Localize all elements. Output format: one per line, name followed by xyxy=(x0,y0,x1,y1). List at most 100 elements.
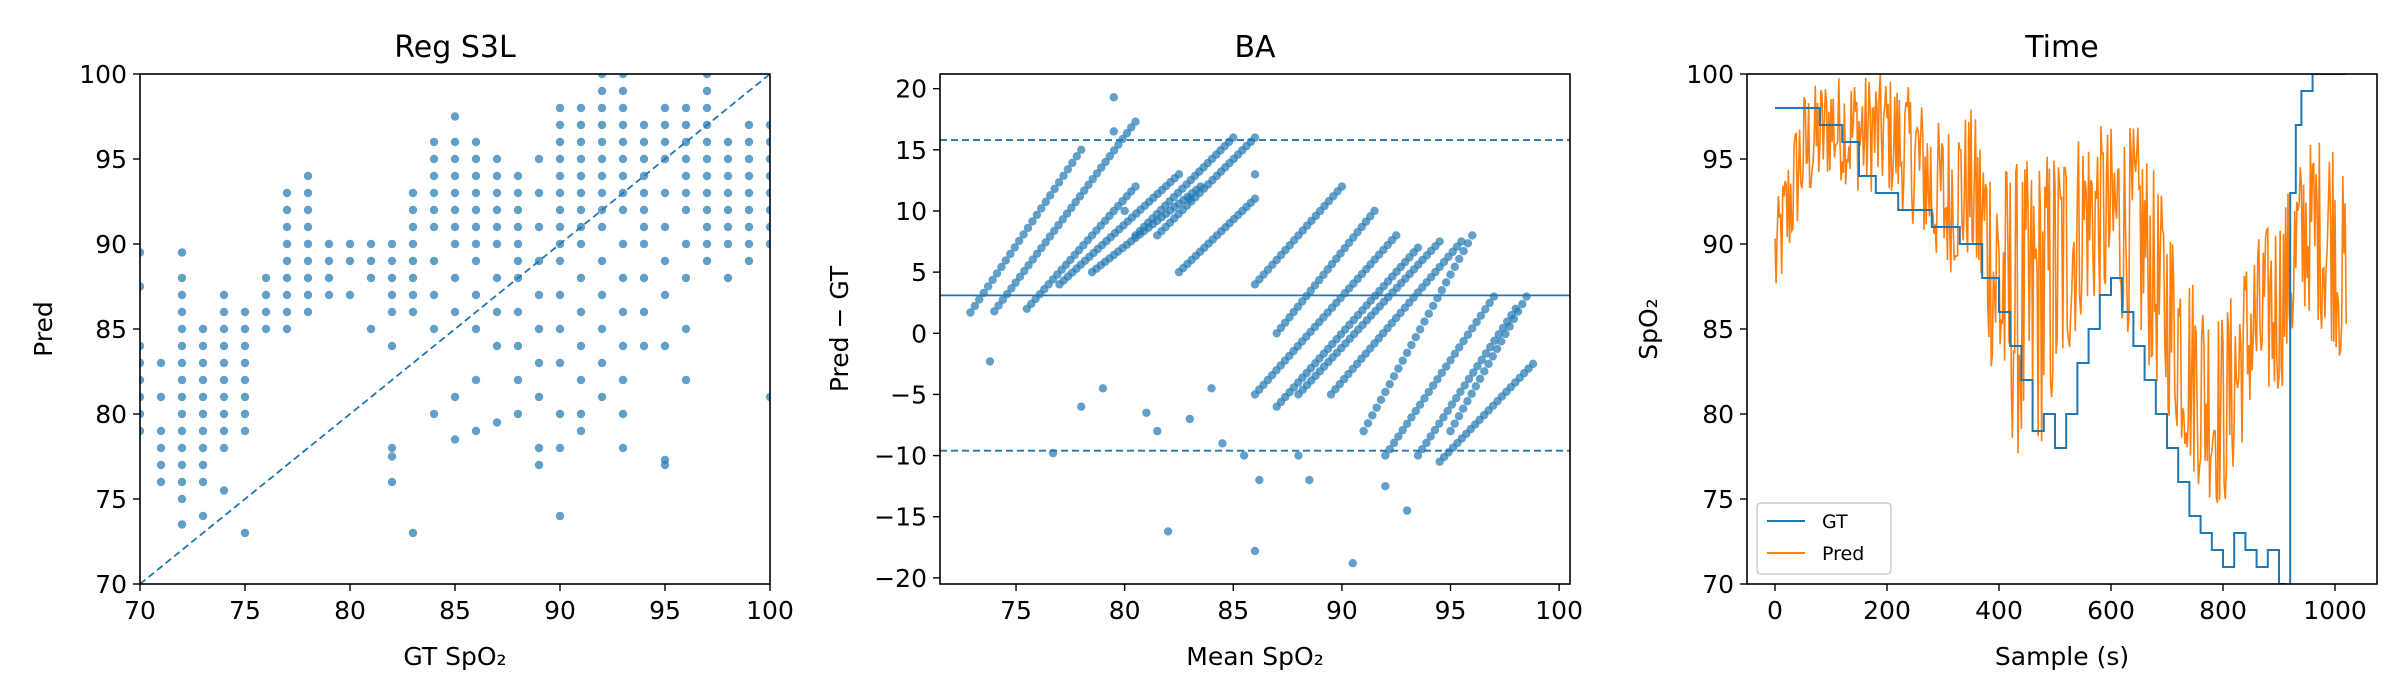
x-tick-label: 70 xyxy=(124,596,156,625)
x-tick-label: 100 xyxy=(1535,596,1583,625)
scatter-point xyxy=(513,171,523,181)
scatter-point xyxy=(450,239,460,249)
ba-point xyxy=(988,275,997,285)
scatter-point xyxy=(723,171,733,181)
ba-point xyxy=(1250,546,1260,556)
scatter-point xyxy=(639,307,649,317)
scatter-point xyxy=(471,188,481,198)
ba-point xyxy=(1045,232,1055,241)
scatter-point xyxy=(702,74,712,79)
scatter-point xyxy=(450,171,460,181)
scatter-point xyxy=(534,324,544,334)
scatter-point xyxy=(282,324,292,334)
scatter-point xyxy=(555,256,565,266)
scatter-point xyxy=(597,103,607,113)
y-tick-label: 70 xyxy=(1702,570,1734,599)
scatter-point xyxy=(723,154,733,164)
y-tick-label: 75 xyxy=(95,485,127,514)
scatter-point xyxy=(303,239,313,249)
ba-point xyxy=(970,301,980,311)
scatter-point xyxy=(198,477,208,487)
scatter-point xyxy=(513,222,523,232)
scatter-point xyxy=(723,273,733,283)
scatter-point xyxy=(156,477,166,487)
ba-point xyxy=(1485,342,1495,352)
ba-point xyxy=(1041,197,1050,207)
legend-label-gt: GT xyxy=(1822,511,1848,533)
scatter-point xyxy=(303,307,313,317)
ba-point xyxy=(1054,178,1064,187)
ba-point xyxy=(1032,249,1042,259)
ba-point xyxy=(1402,419,1412,428)
ba-point xyxy=(1305,475,1314,485)
scatter-point xyxy=(660,137,670,147)
ba-point xyxy=(1370,206,1379,216)
ba-point xyxy=(1381,387,1390,397)
ba-point xyxy=(1381,451,1390,460)
ba-point xyxy=(1446,426,1455,436)
chart-title-scatter: Reg S3L xyxy=(394,30,516,65)
scatter-point xyxy=(408,273,418,283)
axes-frame-ba xyxy=(939,73,1571,585)
ba-point xyxy=(1037,204,1046,213)
scatter-point xyxy=(282,222,292,232)
scatter-point xyxy=(492,154,502,164)
y-tick-label: −10 xyxy=(874,442,927,471)
scatter-point xyxy=(156,460,166,470)
ba-point xyxy=(1045,191,1055,200)
ba-point xyxy=(1011,278,1020,287)
ba-point xyxy=(1501,329,1510,339)
scatter-point xyxy=(156,392,166,402)
scatter-point xyxy=(618,239,628,249)
scatter-point xyxy=(660,103,670,113)
scatter-point xyxy=(555,188,565,198)
ba-point xyxy=(1337,182,1347,191)
ba-point xyxy=(1255,475,1264,485)
ba-point xyxy=(1488,352,1497,361)
ba-point xyxy=(1385,379,1394,389)
ba-point xyxy=(975,295,984,304)
ba-point xyxy=(1428,301,1438,311)
scatter-point xyxy=(240,324,250,334)
scatter-point xyxy=(597,290,607,300)
ba-point xyxy=(1368,411,1377,420)
scatter-point xyxy=(240,392,250,402)
scatter-point xyxy=(681,375,691,385)
scatter-point xyxy=(177,341,187,351)
ba-point xyxy=(1450,419,1459,428)
scatter-point xyxy=(471,375,481,385)
scatter-point xyxy=(618,74,628,79)
y-axis-label-ba: Pred − GT xyxy=(825,265,854,392)
scatter-point xyxy=(471,426,481,436)
ba-point xyxy=(1450,262,1460,271)
scatter-point xyxy=(744,171,754,181)
ba-point xyxy=(1088,174,1097,184)
scatter-point xyxy=(660,455,670,465)
x-tick-label: 800 xyxy=(2199,596,2247,625)
scatter-point xyxy=(177,477,187,487)
scatter-point xyxy=(513,307,523,317)
x-ticks-time: 0 200 400 600 800 1000 xyxy=(1767,584,2367,625)
y-axis-label-time: SpO₂ xyxy=(1634,298,1663,359)
ba-point xyxy=(1522,292,1531,301)
ba-point xyxy=(1381,481,1390,491)
identity-line xyxy=(140,74,770,584)
legend-label-pred: Pred xyxy=(1822,543,1864,565)
ba-point xyxy=(1468,368,1478,377)
ba-point xyxy=(1050,184,1059,194)
scatter-point xyxy=(471,256,481,266)
y-tick-label: 85 xyxy=(95,315,127,344)
scatter-point xyxy=(597,154,607,164)
scatter-point xyxy=(555,511,565,521)
scatter-point xyxy=(639,154,649,164)
scatter-point xyxy=(660,290,670,300)
ba-point xyxy=(1485,298,1494,308)
scatter-point xyxy=(219,341,229,351)
ba-point xyxy=(1420,394,1429,403)
y-ticks-time: 70 75 80 85 90 95 100 xyxy=(1686,60,1747,599)
y-tick-label: 90 xyxy=(1702,230,1734,259)
series-gt-line xyxy=(1775,74,2347,584)
scatter-point xyxy=(681,239,691,249)
ba-point xyxy=(1446,270,1455,279)
ba-point xyxy=(1098,384,1108,393)
